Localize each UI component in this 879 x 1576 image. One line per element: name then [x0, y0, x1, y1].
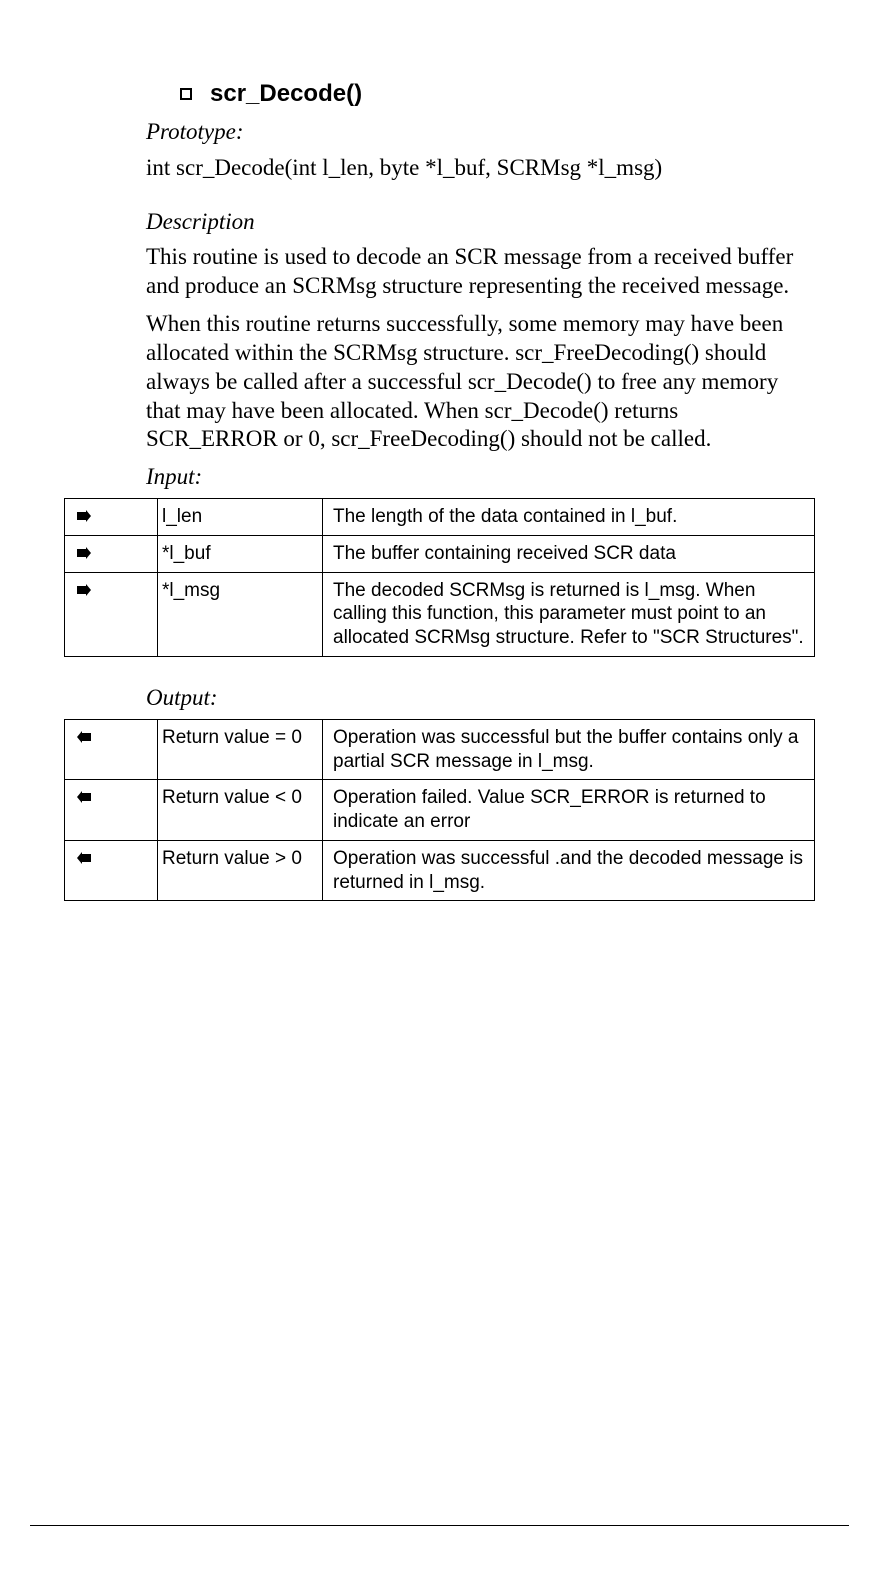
return-name: Return value = 0	[158, 719, 323, 780]
param-desc: The buffer containing received SCR data	[323, 535, 815, 572]
arrow-right-icon	[77, 581, 91, 596]
footer-rule	[30, 1525, 849, 1526]
param-desc: The decoded SCRMsg is returned is l_msg.…	[323, 572, 815, 656]
return-name: Return value > 0	[158, 840, 323, 901]
page-content: scr_Decode() Prototype: int scr_Decode(i…	[0, 0, 879, 901]
return-desc: Operation failed. Value SCR_ERROR is ret…	[323, 780, 815, 841]
square-bullet-icon	[180, 88, 192, 100]
input-table: l_len The length of the data contained i…	[64, 498, 815, 657]
return-desc: Operation was successful .and the decode…	[323, 840, 815, 901]
body-block: Prototype: int scr_Decode(int l_len, byt…	[146, 119, 815, 490]
param-name: *l_msg	[158, 572, 323, 656]
arrow-left-icon	[77, 849, 91, 864]
description-label: Description	[146, 209, 815, 235]
arrow-cell	[65, 780, 158, 841]
table-row: *l_msg The decoded SCRMsg is returned is…	[65, 572, 815, 656]
return-name: Return value < 0	[158, 780, 323, 841]
arrow-right-icon	[77, 544, 91, 559]
table-row: Return value = 0 Operation was successfu…	[65, 719, 815, 780]
arrow-cell	[65, 535, 158, 572]
param-desc: The length of the data contained in l_bu…	[323, 499, 815, 536]
section-heading: scr_Decode()	[210, 80, 362, 109]
arrow-cell	[65, 499, 158, 536]
param-name: *l_buf	[158, 535, 323, 572]
description-paragraph-1: This routine is used to decode an SCR me…	[146, 243, 815, 301]
prototype-label: Prototype:	[146, 119, 815, 145]
input-table-wrap: l_len The length of the data contained i…	[64, 498, 815, 657]
table-row: *l_buf The buffer containing received SC…	[65, 535, 815, 572]
arrow-cell	[65, 719, 158, 780]
output-table: Return value = 0 Operation was successfu…	[64, 719, 815, 902]
arrow-cell	[65, 840, 158, 901]
table-row: Return value > 0 Operation was successfu…	[65, 840, 815, 901]
return-desc: Operation was successful but the buffer …	[323, 719, 815, 780]
arrow-left-icon	[77, 728, 91, 743]
table-row: Return value < 0 Operation failed. Value…	[65, 780, 815, 841]
output-label-wrap: Output:	[146, 685, 815, 711]
page: scr_Decode() Prototype: int scr_Decode(i…	[0, 0, 879, 1576]
output-label: Output:	[146, 685, 815, 711]
output-table-wrap: Return value = 0 Operation was successfu…	[64, 719, 815, 902]
arrow-right-icon	[77, 507, 91, 522]
arrow-left-icon	[77, 788, 91, 803]
arrow-cell	[65, 572, 158, 656]
heading-row: scr_Decode()	[180, 80, 815, 109]
description-paragraph-2: When this routine returns successfully, …	[146, 310, 815, 454]
param-name: l_len	[158, 499, 323, 536]
input-label: Input:	[146, 464, 815, 490]
table-row: l_len The length of the data contained i…	[65, 499, 815, 536]
prototype-text: int scr_Decode(int l_len, byte *l_buf, S…	[146, 155, 815, 181]
